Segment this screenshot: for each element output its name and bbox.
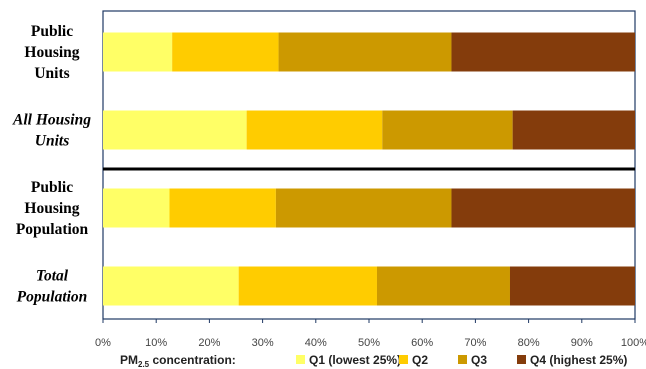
bar-segment-c2-s2 — [275, 188, 452, 228]
bar-segment-c1-s0 — [103, 110, 247, 150]
bar-segment-c3-s0 — [103, 266, 239, 306]
category-label-0-line-1: Housing — [24, 44, 79, 61]
legend-label-3: Q4 (highest 25%) — [530, 353, 627, 367]
tick-label-9: 90% — [571, 337, 593, 349]
category-label-2-line-2: Population — [16, 221, 89, 238]
legend-title-rest: concentration: — [149, 353, 236, 367]
tick-label-4: 40% — [305, 337, 327, 349]
bar-segment-c1-s3 — [512, 110, 635, 150]
category-label-0-line-2: Units — [34, 65, 69, 82]
tick-label-1: 10% — [145, 337, 167, 349]
category-label-1: All Housing Units — [12, 112, 91, 150]
legend-title: PM2.5 concentration: — [120, 353, 236, 369]
legend-title-subscript: 2.5 — [138, 360, 150, 369]
legend-label-2: Q3 — [471, 353, 487, 367]
legend-title-main: PM — [120, 353, 138, 367]
tick-label-6: 60% — [411, 337, 433, 349]
bar-segment-c3-s2 — [376, 266, 510, 306]
legend-label-0: Q1 (lowest 25%) — [309, 353, 401, 367]
category-label-3-line-1: Population — [17, 289, 88, 306]
bars-group — [103, 32, 635, 306]
legend-label-1: Q2 — [412, 353, 428, 367]
category-label-1-line-1: Units — [35, 133, 69, 150]
category-label-2-line-1: Housing — [24, 200, 79, 217]
bar-segment-c0-s0 — [103, 32, 173, 72]
category-label-0: Public Housing Units — [24, 23, 79, 82]
category-label-0-line-0: Public — [31, 23, 73, 40]
legend-swatch-1 — [399, 355, 408, 364]
category-label-1-line-0: All Housing — [12, 112, 91, 129]
bar-segment-c0-s3 — [451, 32, 635, 72]
bar-segment-c2-s1 — [169, 188, 276, 228]
legend-swatch-0 — [296, 355, 305, 364]
legend-swatch-3 — [517, 355, 526, 364]
bar-segment-c3-s3 — [509, 266, 635, 306]
legend: PM2.5 concentration: Q1 (lowest 25%) Q2 Q3… — [120, 353, 627, 369]
bar-segment-c0-s2 — [278, 32, 452, 72]
legend-swatch-2 — [458, 355, 467, 364]
tick-label-2: 20% — [198, 337, 220, 349]
bar-segment-c0-s1 — [172, 32, 279, 72]
category-label-3: Total Population — [17, 268, 88, 306]
tick-label-5: 50% — [358, 337, 380, 349]
bar-segment-c1-s2 — [382, 110, 513, 150]
tick-label-10: 100% — [621, 337, 646, 349]
bar-segment-c2-s0 — [103, 188, 170, 228]
tick-label-8: 80% — [518, 337, 540, 349]
category-label-2: Public Housing Population — [16, 179, 89, 238]
x-axis-ticks: 0% 10% 20% 30% 40% 50% 60% 70% 80% 90% 100% — [95, 319, 646, 349]
bar-segment-c2-s3 — [451, 188, 635, 228]
bar-segment-c1-s1 — [246, 110, 383, 150]
tick-label-0: 0% — [95, 337, 111, 349]
bar-segment-c3-s1 — [238, 266, 377, 306]
category-label-3-line-0: Total — [36, 268, 69, 285]
category-label-2-line-0: Public — [31, 179, 73, 196]
tick-label-3: 30% — [252, 337, 274, 349]
tick-label-7: 70% — [464, 337, 486, 349]
